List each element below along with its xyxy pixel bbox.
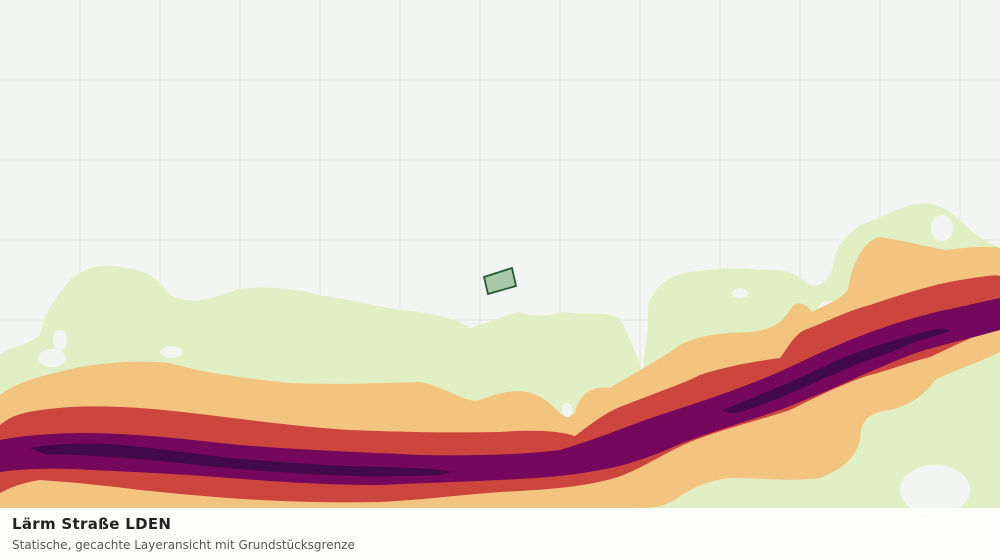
noise-band-dark: [30, 443, 452, 477]
map-caption: Lärm Straße LDEN Statische, gecachte Lay…: [0, 508, 1000, 560]
noise-band-dark-east: [722, 328, 950, 414]
noise-band-red: [0, 275, 1000, 503]
noise-band-magenta: [0, 298, 1000, 485]
map-title: Lärm Straße LDEN: [12, 515, 172, 533]
light-green-holes: [38, 215, 970, 515]
map-subtitle: Statische, gecachte Layeransicht mit Gru…: [12, 538, 355, 552]
parcel-boundary[interactable]: [482, 266, 518, 296]
